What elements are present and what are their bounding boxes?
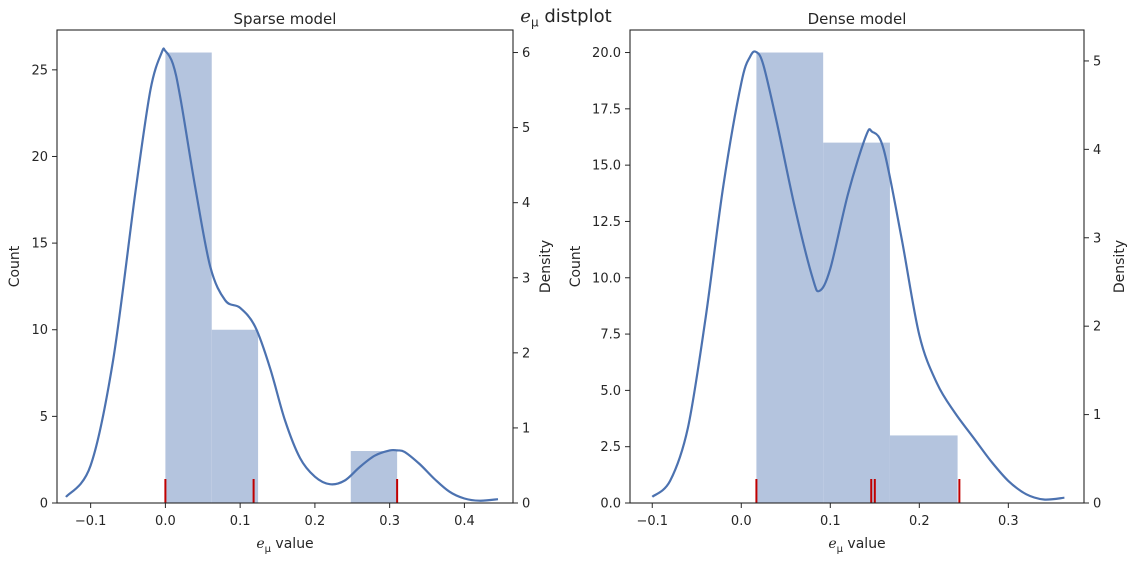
y2-tick-label: 5 bbox=[522, 121, 530, 136]
y-axis-label: Count bbox=[568, 245, 584, 287]
y2-tick-label: 5 bbox=[1093, 54, 1101, 69]
y2-tick-label: 3 bbox=[1093, 231, 1101, 246]
x-tick-label: −0.1 bbox=[75, 514, 107, 529]
y-tick-label: 0 bbox=[40, 497, 48, 512]
axes-frame bbox=[56, 29, 514, 504]
x-tick-label: 0.2 bbox=[305, 514, 326, 529]
y-tick-label: 10.0 bbox=[592, 271, 621, 286]
y2-tick-label: 4 bbox=[1093, 143, 1101, 158]
subplot-title: Sparse model bbox=[234, 10, 337, 28]
y-tick-label: 20.0 bbox=[592, 46, 621, 61]
x-axis-label-variable: e bbox=[256, 536, 264, 552]
x-tick-label: 0.3 bbox=[379, 514, 400, 529]
kde-curve bbox=[651, 50, 1065, 501]
y-tick-label: 15.0 bbox=[592, 159, 621, 174]
figure-suptitle: eμ distplot bbox=[0, 6, 1132, 30]
y2-tick-label: 1 bbox=[1093, 408, 1101, 423]
y-tick-label: 12.5 bbox=[592, 215, 621, 230]
y-tick-label: 5.0 bbox=[600, 384, 621, 399]
x-axis-label-subscript: μ bbox=[265, 544, 272, 555]
y-tick-label: 0.0 bbox=[600, 497, 621, 512]
y-tick-label: 5 bbox=[40, 410, 48, 425]
suptitle-subscript: μ bbox=[530, 15, 539, 30]
y2-axis-label: Density bbox=[538, 240, 554, 293]
x-tick-label: −0.1 bbox=[636, 514, 668, 529]
x-axis-label: eμ value bbox=[256, 536, 313, 555]
axes-frame bbox=[629, 29, 1085, 504]
x-axis-label-variable: e bbox=[828, 536, 836, 552]
histogram-bar bbox=[165, 52, 212, 504]
histogram-bar bbox=[211, 329, 259, 503]
x-tick-label: 0.0 bbox=[155, 514, 176, 529]
x-axis-label: eμ value bbox=[828, 536, 885, 555]
x-tick-label: 0.3 bbox=[998, 514, 1019, 529]
y-tick-label: 20 bbox=[31, 150, 48, 165]
subplot-title: Dense model bbox=[808, 10, 907, 28]
x-tick-label: 0.2 bbox=[909, 514, 930, 529]
histogram-bar bbox=[823, 142, 890, 503]
y2-tick-label: 6 bbox=[522, 46, 530, 61]
y2-tick-label: 2 bbox=[1093, 320, 1101, 335]
suptitle-variable: e bbox=[520, 6, 531, 27]
x-axis-label-subscript: μ bbox=[837, 544, 844, 555]
y-tick-label: 10 bbox=[31, 323, 48, 338]
y2-tick-label: 0 bbox=[522, 497, 530, 512]
y-tick-label: 2.5 bbox=[600, 440, 621, 455]
subplot-1 bbox=[52, 29, 518, 508]
y-tick-label: 25 bbox=[31, 63, 48, 78]
x-tick-label: 0.1 bbox=[230, 514, 251, 529]
y2-axis-label: Density bbox=[1112, 240, 1128, 293]
histogram-bar bbox=[889, 435, 958, 503]
y-axis-label: Count bbox=[7, 245, 23, 287]
suptitle-text: distplot bbox=[538, 6, 612, 27]
subplot-2 bbox=[625, 29, 1089, 508]
x-axis-label-text: value bbox=[843, 536, 886, 552]
y-tick-label: 17.5 bbox=[592, 102, 621, 117]
y2-tick-label: 1 bbox=[522, 421, 530, 436]
y-tick-label: 15 bbox=[31, 237, 48, 252]
x-tick-label: 0.1 bbox=[820, 514, 841, 529]
x-axis-label-text: value bbox=[271, 536, 314, 552]
x-tick-label: 0.0 bbox=[731, 514, 752, 529]
histogram-bar bbox=[350, 451, 398, 503]
y-tick-label: 7.5 bbox=[600, 328, 621, 343]
y2-tick-label: 2 bbox=[522, 346, 530, 361]
y2-tick-label: 4 bbox=[522, 196, 530, 211]
kde-curve bbox=[65, 47, 499, 502]
y2-tick-label: 3 bbox=[522, 271, 530, 286]
y2-tick-label: 0 bbox=[1093, 497, 1101, 512]
x-tick-label: 0.4 bbox=[454, 514, 475, 529]
